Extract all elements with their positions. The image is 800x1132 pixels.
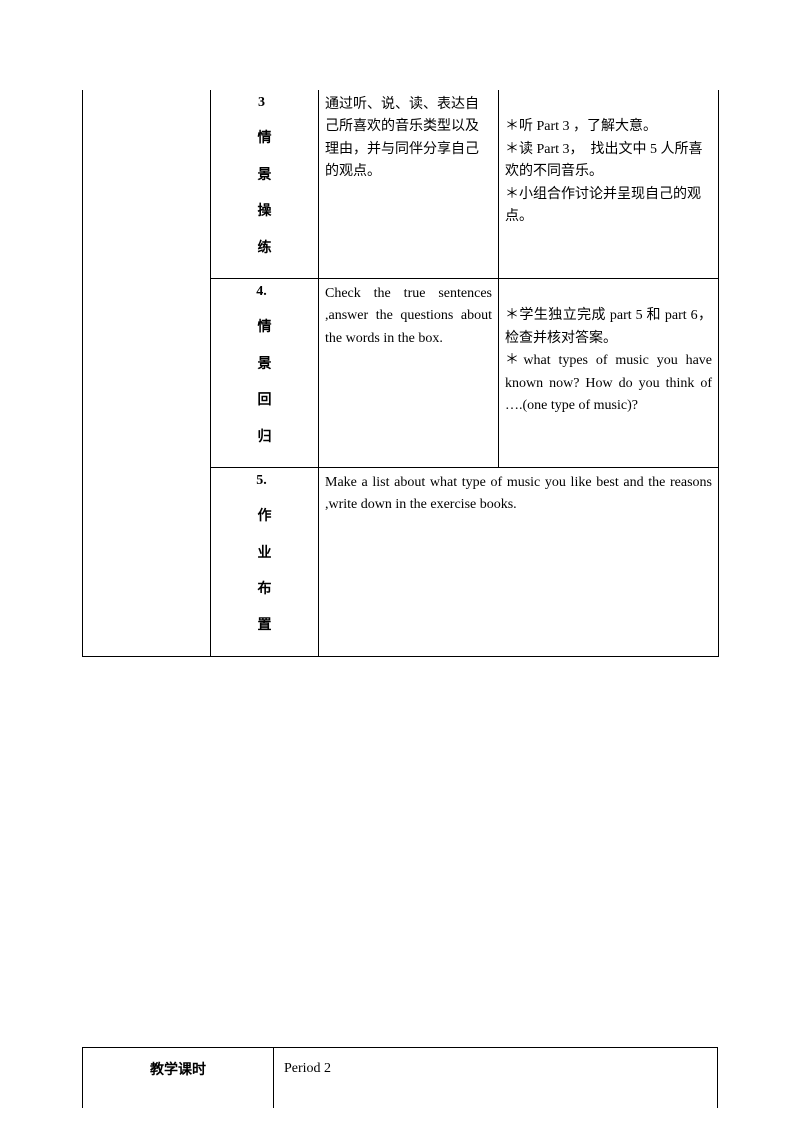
activity-text: ＊学生独立完成 part 5 和 part 6，检查并核对答案。 ＊what t… xyxy=(505,305,712,417)
stage-4-goal: Check the true sentences ,answer the que… xyxy=(319,278,499,467)
stage-4-activity: ＊学生独立完成 part 5 和 part 6，检查并核对答案。 ＊what t… xyxy=(499,278,719,467)
period-table: 教学课时 Period 2 xyxy=(82,1047,718,1108)
period-value: Period 2 xyxy=(284,1061,331,1076)
stage-num: 5. xyxy=(256,470,267,492)
homework-text: Make a list about what type of music you… xyxy=(325,472,712,517)
stage-char: 景 xyxy=(217,354,312,376)
lesson-plan-table: 3 情 景 操 练 通过听、说、读、表达自己所喜欢的音乐类型以及理由，并与同伴分… xyxy=(82,90,719,657)
empty-left-cell xyxy=(83,90,211,656)
stage-char: 情 xyxy=(217,128,312,150)
stage-char: 归 xyxy=(217,427,312,449)
stage-num: 3 xyxy=(258,92,265,114)
period-value-cell: Period 2 xyxy=(274,1047,718,1108)
stage-char: 情 xyxy=(217,317,312,339)
stage-3-activity: ＊听 Part 3 ，了解大意。 ＊读 Part 3， 找出文中 5 人所喜欢的… xyxy=(499,90,719,278)
period-label-cell: 教学课时 xyxy=(83,1047,274,1108)
stage-5-label: 5. 作 业 布 置 xyxy=(211,467,319,656)
stage-3-goal: 通过听、说、读、表达自己所喜欢的音乐类型以及理由，并与同伴分享自己的观点。 xyxy=(319,90,499,278)
stage-char: 回 xyxy=(217,390,312,412)
stage-char: 景 xyxy=(217,165,312,187)
stage-char: 置 xyxy=(217,615,312,637)
stage-char: 业 xyxy=(217,543,312,565)
stage-char: 操 xyxy=(217,201,312,223)
stage-char: 作 xyxy=(217,506,312,528)
goal-text: Check the true sentences ,answer the que… xyxy=(325,283,492,350)
stage-5-homework: Make a list about what type of music you… xyxy=(319,467,719,656)
stage-char: 练 xyxy=(217,238,312,260)
stage-3-label: 3 情 景 操 练 xyxy=(211,90,319,278)
stage-4-label: 4. 情 景 回 归 xyxy=(211,278,319,467)
period-label: 教学课时 xyxy=(150,1061,206,1077)
activity-text: ＊听 Part 3 ，了解大意。 ＊读 Part 3， 找出文中 5 人所喜欢的… xyxy=(505,116,712,228)
stage-num: 4. xyxy=(256,281,267,303)
goal-text: 通过听、说、读、表达自己所喜欢的音乐类型以及理由，并与同伴分享自己的观点。 xyxy=(325,94,492,184)
stage-char: 布 xyxy=(217,579,312,601)
